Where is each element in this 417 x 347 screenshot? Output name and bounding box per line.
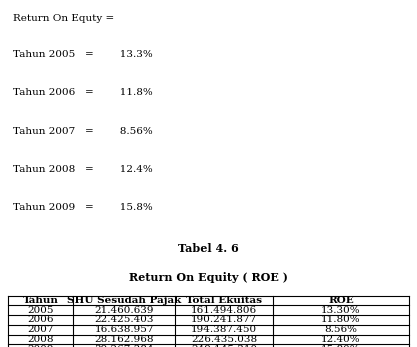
Text: 161.494.806: 161.494.806 [191, 306, 257, 315]
Text: 12.40%: 12.40% [321, 335, 361, 344]
Text: Tahun 2009   =        15.8%: Tahun 2009 = 15.8% [13, 203, 152, 212]
Text: 21.460.639: 21.460.639 [94, 306, 154, 315]
Text: Return On Equty =: Return On Equty = [13, 14, 114, 23]
Text: SHU Sesudah Pajak: SHU Sesudah Pajak [67, 296, 181, 305]
Text: 2009: 2009 [28, 345, 54, 347]
Text: 15.80%: 15.80% [321, 345, 361, 347]
Text: 22.425.403: 22.425.403 [94, 315, 154, 324]
Text: 249.145.310: 249.145.310 [191, 345, 257, 347]
Text: 2008: 2008 [28, 335, 54, 344]
Text: ROE: ROE [328, 296, 354, 305]
Text: 28.162.968: 28.162.968 [94, 335, 154, 344]
Text: Tahun 2006   =        11.8%: Tahun 2006 = 11.8% [13, 88, 152, 98]
Text: 11.80%: 11.80% [321, 315, 361, 324]
Text: Tabel 4. 6: Tabel 4. 6 [178, 243, 239, 254]
Text: 2007: 2007 [28, 325, 54, 334]
Text: 190.241.877: 190.241.877 [191, 315, 257, 324]
Text: 39.267.384: 39.267.384 [94, 345, 154, 347]
Text: 2006: 2006 [28, 315, 54, 324]
Text: Total Ekuitas: Total Ekuitas [186, 296, 262, 305]
Text: Tahun: Tahun [23, 296, 59, 305]
Text: Tahun 2008   =        12.4%: Tahun 2008 = 12.4% [13, 165, 152, 174]
Text: 8.56%: 8.56% [324, 325, 357, 334]
Text: Tahun 2007   =        8.56%: Tahun 2007 = 8.56% [13, 127, 152, 136]
Text: Return On Equity ( ROE ): Return On Equity ( ROE ) [129, 272, 288, 283]
Text: 226.435.038: 226.435.038 [191, 335, 257, 344]
Text: 194.387.450: 194.387.450 [191, 325, 257, 334]
Text: Tahun 2005   =        13.3%: Tahun 2005 = 13.3% [13, 50, 152, 59]
Text: 13.30%: 13.30% [321, 306, 361, 315]
Text: 16.638.957: 16.638.957 [94, 325, 154, 334]
Text: 2005: 2005 [28, 306, 54, 315]
